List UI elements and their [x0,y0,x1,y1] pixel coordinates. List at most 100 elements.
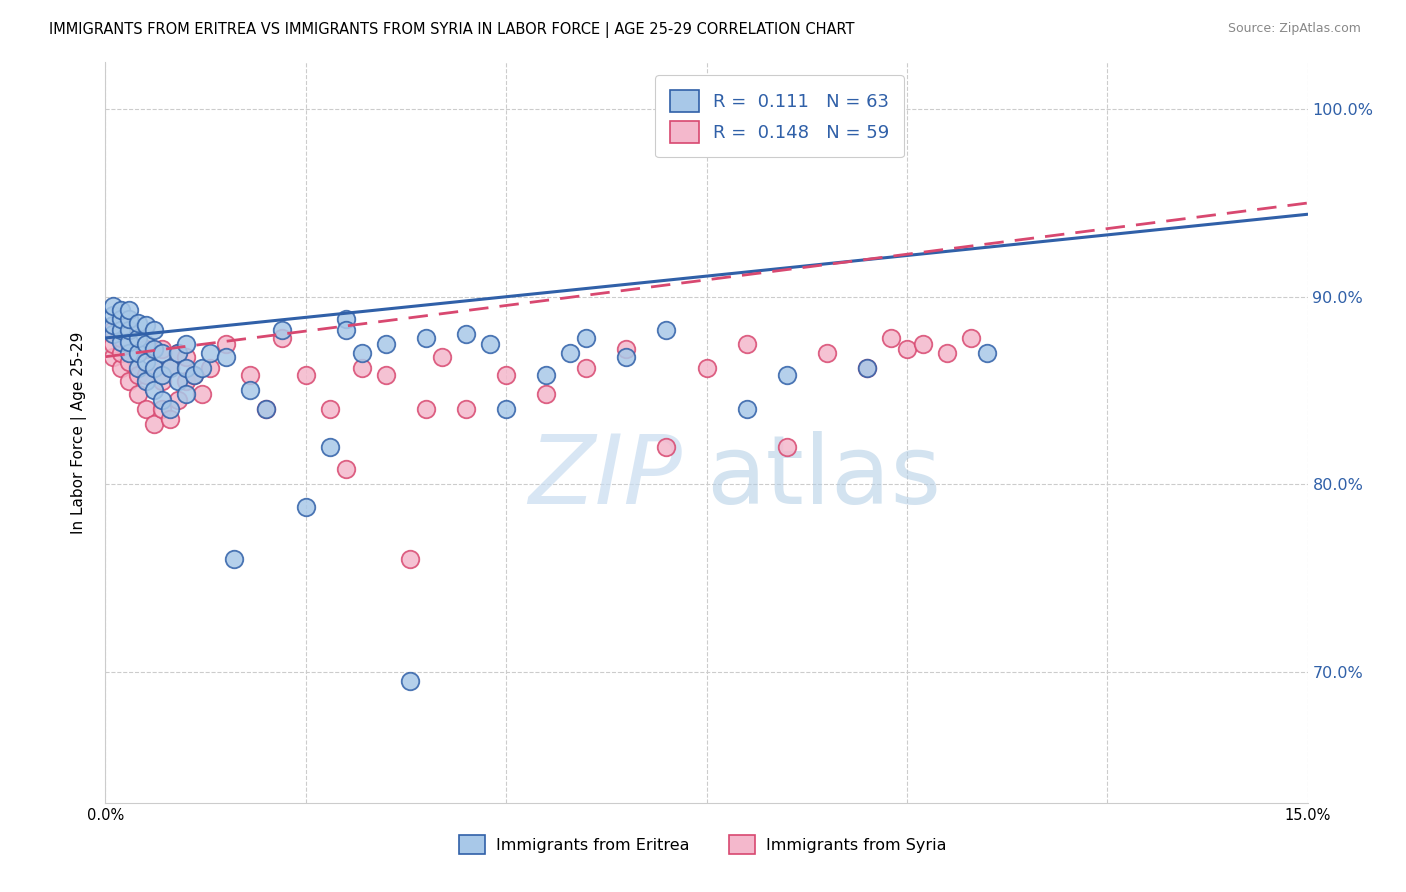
Point [118,302,141,317]
Y-axis label: In Labor Force | Age 25-29: In Labor Force | Age 25-29 [70,332,87,533]
Point [254,402,277,417]
Point [118,346,141,360]
Point [896,342,918,356]
Point [936,346,959,360]
Point [415,331,437,345]
Point [495,368,517,383]
Point [103,350,125,364]
Point [536,368,558,383]
Point [127,331,149,345]
Point [319,402,342,417]
Point [166,346,188,360]
Point [198,346,221,360]
Point [855,361,877,376]
Point [190,361,212,376]
Point [776,368,799,383]
Point [575,331,598,345]
Point [295,500,318,514]
Point [655,440,678,454]
Point [495,402,517,417]
Point [350,346,373,360]
Point [776,440,799,454]
Point [142,323,165,337]
Point [118,336,141,351]
Point [142,384,165,398]
Point [135,402,157,417]
Point [110,323,132,337]
Point [880,331,903,345]
Point [159,361,181,376]
Text: ZIP: ZIP [529,431,682,524]
Point [150,368,173,383]
Point [270,331,292,345]
Point [110,331,132,345]
Point [127,316,149,330]
Point [430,350,453,364]
Point [110,346,132,360]
Point [375,336,398,351]
Point [174,374,197,388]
Point [135,368,157,383]
Point [222,552,245,566]
Point [103,327,125,342]
Point [415,402,437,417]
Point [150,346,173,360]
Point [127,368,149,383]
Point [150,342,173,356]
Point [335,462,357,476]
Text: 15.0%: 15.0% [1285,808,1330,823]
Point [135,355,157,369]
Point [335,312,357,326]
Point [270,323,292,337]
Point [159,402,181,417]
Point [150,402,173,417]
Point [142,361,165,376]
Point [254,402,277,417]
Point [142,342,165,356]
Point [696,361,718,376]
Point [239,384,262,398]
Point [127,346,149,360]
Point [575,361,598,376]
Point [190,387,212,401]
Point [295,368,318,383]
Point [103,299,125,313]
Point [118,334,141,349]
Point [159,411,181,425]
Point [214,350,236,364]
Point [103,336,125,351]
Point [110,334,132,349]
Point [479,336,502,351]
Point [166,392,188,407]
Point [616,342,638,356]
Point [118,355,141,369]
Point [118,312,141,326]
Point [142,361,165,376]
Text: IMMIGRANTS FROM ERITREA VS IMMIGRANTS FROM SYRIA IN LABOR FORCE | AGE 25-29 CORR: IMMIGRANTS FROM ERITREA VS IMMIGRANTS FR… [49,22,855,38]
Point [103,323,125,337]
Point [183,368,205,383]
Point [135,374,157,388]
Point [135,342,157,356]
Point [103,309,125,323]
Point [127,387,149,401]
Point [174,387,197,401]
Point [166,346,188,360]
Point [456,402,478,417]
Point [174,361,197,376]
Point [135,318,157,332]
Point [110,318,132,332]
Point [135,336,157,351]
Point [350,361,373,376]
Legend: R =  0.111   N = 63, R =  0.148   N = 59: R = 0.111 N = 63, R = 0.148 N = 59 [655,75,904,157]
Point [214,336,236,351]
Point [239,368,262,383]
Point [174,336,197,351]
Point [335,323,357,337]
Text: Source: ZipAtlas.com: Source: ZipAtlas.com [1227,22,1361,36]
Point [855,361,877,376]
Point [150,392,173,407]
Point [815,346,838,360]
Point [118,323,141,337]
Point [103,318,125,332]
